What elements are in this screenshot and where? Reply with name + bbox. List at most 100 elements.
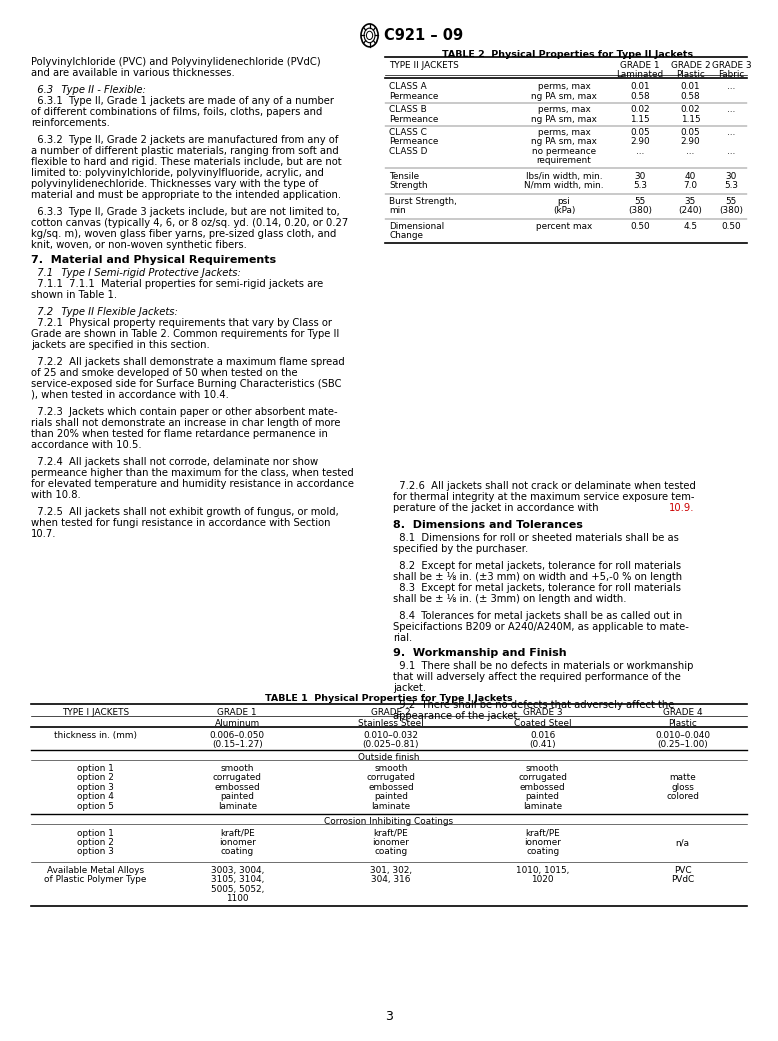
Text: (0.25–1.00): (0.25–1.00)	[657, 740, 708, 750]
Text: 6.3.2  Type II, Grade 2 jackets are manufactured from any of: 6.3.2 Type II, Grade 2 jackets are manuf…	[31, 135, 338, 146]
Text: 0.016: 0.016	[530, 731, 555, 740]
Text: CLASS C: CLASS C	[389, 128, 427, 137]
Text: CLASS A: CLASS A	[389, 82, 427, 92]
Text: thickness in. (mm): thickness in. (mm)	[54, 731, 137, 740]
Text: GRADE 4: GRADE 4	[663, 708, 703, 717]
Text: (0.025–0.81): (0.025–0.81)	[363, 740, 419, 750]
Text: psi: psi	[558, 197, 570, 206]
Text: option 2: option 2	[77, 773, 114, 783]
Text: Laminated: Laminated	[616, 70, 664, 79]
Text: shall be ± ⅛ in. (±3 mm) on width and +5,-0 % on length: shall be ± ⅛ in. (±3 mm) on width and +5…	[393, 573, 682, 582]
Text: perms, max: perms, max	[538, 82, 591, 92]
Text: specified by the purchaser.: specified by the purchaser.	[393, 544, 528, 554]
Text: option 4: option 4	[77, 792, 114, 802]
Text: 6.3   Type II - Flexible:: 6.3 Type II - Flexible:	[31, 85, 146, 96]
Text: permeance higher than the maximum for the class, when tested: permeance higher than the maximum for th…	[31, 468, 354, 478]
Text: 7.0: 7.0	[684, 181, 697, 191]
Text: ng PA sm, max: ng PA sm, max	[531, 137, 597, 147]
Text: (240): (240)	[678, 206, 703, 215]
Text: GRADE 1: GRADE 1	[620, 61, 660, 71]
Text: ng PA sm, max: ng PA sm, max	[531, 115, 597, 124]
Text: 0.50: 0.50	[630, 222, 650, 231]
Text: (0.15–1.27): (0.15–1.27)	[212, 740, 263, 750]
Text: embossed: embossed	[215, 783, 260, 792]
Text: when tested for fungi resistance in accordance with Section: when tested for fungi resistance in acco…	[31, 518, 331, 528]
Text: Grade are shown in Table 2. Common requirements for Type II: Grade are shown in Table 2. Common requi…	[31, 329, 339, 339]
Text: 0.02: 0.02	[630, 105, 650, 115]
Text: 0.02: 0.02	[681, 105, 700, 115]
Text: 55: 55	[726, 197, 737, 206]
Text: 7.2   Type II Flexible Jackets:: 7.2 Type II Flexible Jackets:	[31, 307, 178, 318]
Text: laminate: laminate	[523, 802, 562, 811]
Text: jacket.: jacket.	[393, 683, 426, 693]
Text: Dimensional: Dimensional	[389, 222, 444, 231]
Text: Plastic: Plastic	[676, 70, 705, 79]
Text: 10.7.: 10.7.	[31, 529, 57, 539]
Text: flexible to hard and rigid. These materials include, but are not: flexible to hard and rigid. These materi…	[31, 157, 342, 168]
Text: 7.2.4  All jackets shall not corrode, delaminate nor show: 7.2.4 All jackets shall not corrode, del…	[31, 457, 318, 467]
Text: of different combinations of films, foils, cloths, papers and: of different combinations of films, foil…	[31, 107, 323, 118]
Text: GRADE 3: GRADE 3	[523, 708, 562, 717]
Text: TYPE II JACKETS: TYPE II JACKETS	[389, 61, 459, 71]
Text: 1.15: 1.15	[681, 115, 700, 124]
Text: 301, 302,: 301, 302,	[370, 866, 412, 875]
Text: shown in Table 1.: shown in Table 1.	[31, 290, 117, 300]
Text: Available Metal Alloys: Available Metal Alloys	[47, 866, 144, 875]
Text: 1010, 1015,: 1010, 1015,	[516, 866, 569, 875]
Text: 3: 3	[385, 1010, 393, 1022]
Text: 0.05: 0.05	[681, 128, 700, 137]
Text: N/mm width, min.: N/mm width, min.	[524, 181, 604, 191]
Text: GRADE 2: GRADE 2	[671, 61, 710, 71]
Text: TABLE 2  Physical Properties for Type II Jackets: TABLE 2 Physical Properties for Type II …	[443, 50, 693, 59]
Text: Aluminum: Aluminum	[215, 719, 260, 729]
Text: smooth: smooth	[374, 764, 408, 773]
Text: 0.01: 0.01	[630, 82, 650, 92]
Text: 4.5: 4.5	[684, 222, 697, 231]
Text: 10.9.: 10.9.	[669, 503, 695, 513]
Text: ionomer: ionomer	[524, 838, 561, 847]
Text: option 5: option 5	[77, 802, 114, 811]
Text: embossed: embossed	[520, 783, 566, 792]
Text: than 20% when tested for flame retardance permanence in: than 20% when tested for flame retardanc…	[31, 429, 328, 439]
Text: of 25 and smoke developed of 50 when tested on the: of 25 and smoke developed of 50 when tes…	[31, 369, 298, 378]
Text: perature of the jacket in accordance with: perature of the jacket in accordance wit…	[393, 503, 601, 513]
Text: ...: ...	[686, 147, 695, 156]
Text: 5.3: 5.3	[633, 181, 647, 191]
Text: Corrosion Inhibiting Coatings: Corrosion Inhibiting Coatings	[324, 817, 454, 827]
Text: CLASS D: CLASS D	[389, 147, 427, 156]
Text: 1020: 1020	[531, 875, 554, 885]
Text: option 3: option 3	[77, 783, 114, 792]
Text: GRADE 3: GRADE 3	[712, 61, 751, 71]
Text: Burst Strength,: Burst Strength,	[389, 197, 457, 206]
Text: kraft/PE: kraft/PE	[525, 829, 560, 838]
Text: painted: painted	[220, 792, 254, 802]
Text: that will adversely affect the required performance of the: that will adversely affect the required …	[393, 672, 681, 682]
Text: cotton canvas (typically 4, 6, or 8 oz/sq. yd. (0.14, 0.20, or 0.27: cotton canvas (typically 4, 6, or 8 oz/s…	[31, 218, 349, 228]
Text: 6.3.3  Type II, Grade 3 jackets include, but are not limited to,: 6.3.3 Type II, Grade 3 jackets include, …	[31, 207, 340, 218]
Text: PVC: PVC	[674, 866, 692, 875]
Text: coating: coating	[526, 847, 559, 857]
Text: min: min	[389, 206, 406, 215]
Text: jackets are specified in this section.: jackets are specified in this section.	[31, 340, 210, 350]
Text: lbs/in width, min.: lbs/in width, min.	[526, 172, 602, 181]
Text: 5.3: 5.3	[724, 181, 738, 191]
Text: Permeance: Permeance	[389, 137, 438, 147]
Text: corrugated: corrugated	[518, 773, 567, 783]
Text: gloss: gloss	[671, 783, 694, 792]
Text: 9.  Workmanship and Finish: 9. Workmanship and Finish	[393, 649, 566, 658]
Text: 7.2.1  Physical property requirements that vary by Class or: 7.2.1 Physical property requirements tha…	[31, 319, 332, 328]
Text: embossed: embossed	[368, 783, 414, 792]
Text: n/a: n/a	[676, 838, 689, 847]
Text: 30: 30	[634, 172, 646, 181]
Text: shall be ± ⅛ in. (± 3mm) on length and width.: shall be ± ⅛ in. (± 3mm) on length and w…	[393, 594, 626, 604]
Text: smooth: smooth	[526, 764, 559, 773]
Text: Fabric: Fabric	[718, 70, 745, 79]
Text: accordance with 10.5.: accordance with 10.5.	[31, 440, 142, 450]
Text: 8.4  Tolerances for metal jackets shall be as called out in: 8.4 Tolerances for metal jackets shall b…	[393, 611, 682, 621]
Text: 6.3.1  Type II, Grade 1 jackets are made of any of a number: 6.3.1 Type II, Grade 1 jackets are made …	[31, 96, 334, 106]
Text: ), when tested in accordance with 10.4.: ), when tested in accordance with 10.4.	[31, 390, 229, 400]
Text: 0.58: 0.58	[630, 92, 650, 101]
Text: option 2: option 2	[77, 838, 114, 847]
Text: 8.1  Dimensions for roll or sheeted materials shall be as: 8.1 Dimensions for roll or sheeted mater…	[393, 533, 678, 543]
Text: Speicifactions B209 or A240/A240M, as applicable to mate-: Speicifactions B209 or A240/A240M, as ap…	[393, 623, 689, 632]
